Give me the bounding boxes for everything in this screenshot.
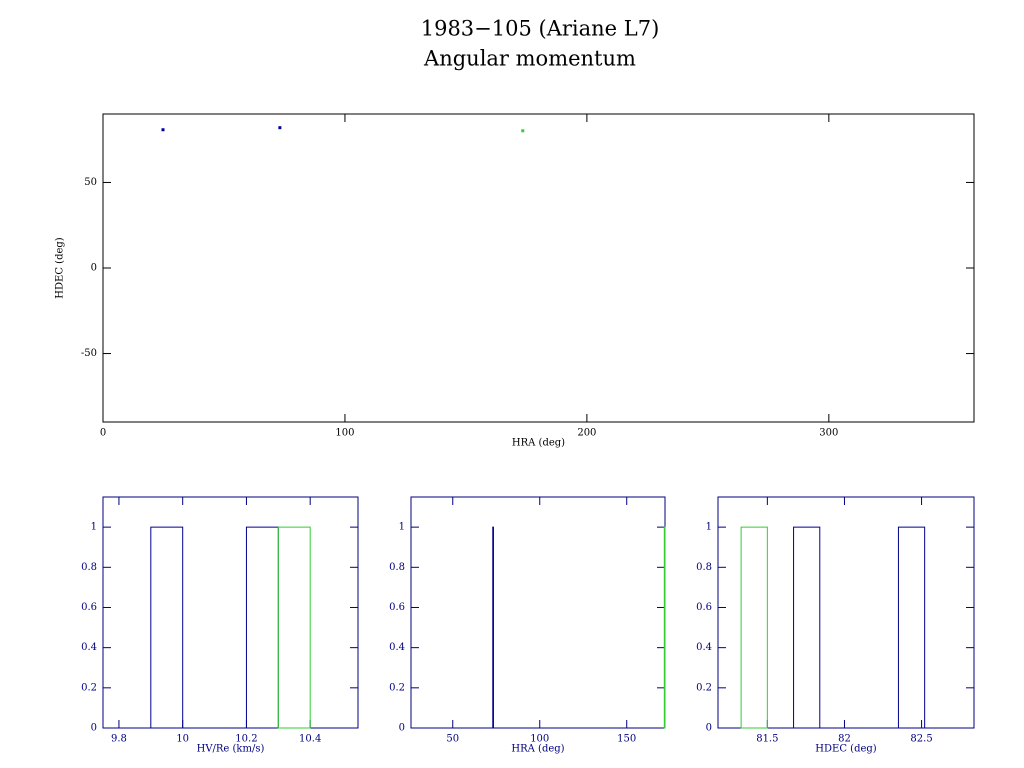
y-tick-label: 0.6	[81, 602, 97, 613]
y-tick-label: 0.8	[81, 562, 97, 573]
y-tick-label: 1	[706, 522, 712, 533]
y-tick-label: 0	[91, 263, 97, 274]
chart-subtitle: Angular momentum	[423, 47, 636, 71]
y-tick-label: 0.6	[696, 602, 712, 613]
x-tick-label: 9.8	[111, 734, 127, 745]
x-axis-label: HDEC (deg)	[815, 744, 876, 755]
x-axis-label: HRA (deg)	[512, 438, 565, 449]
y-tick-label: 0.8	[696, 562, 712, 573]
y-tick-label: 1	[91, 522, 97, 533]
x-tick-label: 100	[335, 428, 354, 439]
y-tick-label: 0.4	[81, 642, 97, 653]
y-tick-label: -50	[81, 348, 97, 359]
x-tick-label: 200	[577, 428, 596, 439]
histogram-bar	[277, 526, 311, 729]
y-tick-label: 0	[706, 723, 712, 734]
histogram-bar	[245, 526, 279, 729]
histogram-bar	[150, 526, 184, 729]
chart-title: 1983−105 (Ariane L7)	[421, 17, 660, 41]
y-tick-label: 0.2	[389, 682, 405, 693]
plot-frame	[410, 496, 666, 729]
histogram-bar	[897, 526, 926, 729]
y-tick-label: 0	[399, 723, 405, 734]
x-tick-label: 10.4	[299, 734, 321, 745]
x-tick-label: 82	[838, 734, 851, 745]
y-axis-label: HDEC (deg)	[55, 237, 66, 298]
point	[278, 126, 282, 130]
histogram-bar	[740, 526, 768, 729]
y-tick-label: 0.6	[389, 602, 405, 613]
x-tick-label: 100	[530, 734, 549, 745]
y-tick-label: 0.4	[389, 642, 405, 653]
y-tick-label: 1	[399, 522, 405, 533]
x-tick-label: 300	[819, 428, 838, 439]
x-axis-label: HV/Re (km/s)	[197, 744, 265, 755]
plot-frame	[717, 496, 975, 729]
x-tick-label: 50	[446, 734, 459, 745]
histogram-bar	[492, 526, 494, 729]
y-tick-label: 0.8	[389, 562, 405, 573]
x-tick-label: 150	[617, 734, 636, 745]
x-tick-label: 10.2	[235, 734, 257, 745]
x-tick-label: 10	[176, 734, 189, 745]
point	[521, 129, 525, 133]
y-tick-label: 0	[91, 723, 97, 734]
x-tick-label: 81.5	[756, 734, 778, 745]
plot-frame	[102, 113, 975, 423]
y-tick-label: 0.4	[696, 642, 712, 653]
histogram-bar	[663, 526, 666, 729]
y-tick-label: 0.2	[696, 682, 712, 693]
plot-frame	[102, 496, 359, 729]
x-tick-label: 0	[100, 428, 106, 439]
histogram-bar	[793, 526, 821, 729]
x-tick-label: 82.5	[910, 734, 932, 745]
point	[161, 128, 165, 132]
y-tick-label: 0.2	[81, 682, 97, 693]
y-tick-label: 50	[84, 177, 97, 188]
x-axis-label: HRA (deg)	[511, 744, 564, 755]
